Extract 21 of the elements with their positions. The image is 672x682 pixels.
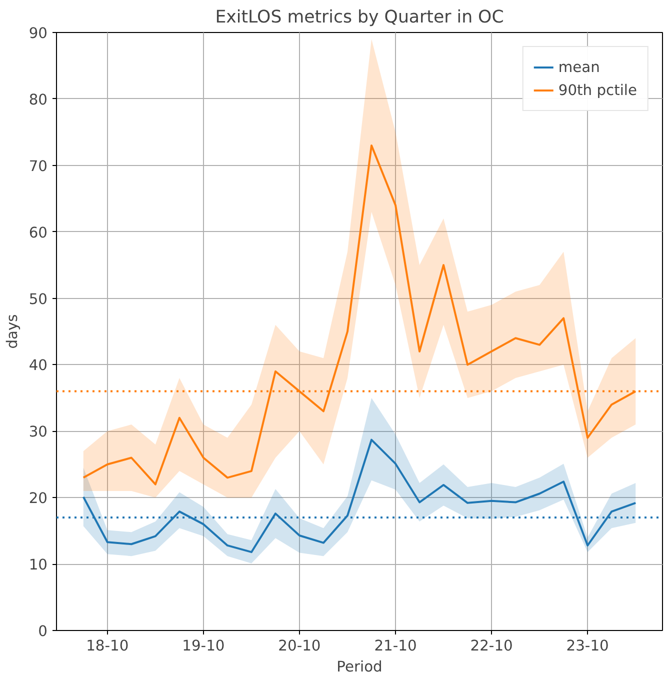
- x-tick-label: 22-10: [470, 638, 513, 654]
- y-tick-label: 90: [28, 25, 48, 42]
- legend-label: 90th pctile: [558, 82, 637, 98]
- x-tick-label: 20-10: [278, 638, 321, 654]
- y-tick-label: 70: [28, 158, 48, 175]
- y-tick-label: 80: [28, 91, 48, 108]
- y-axis-title: days: [4, 314, 21, 349]
- y-tick-label: 20: [28, 490, 48, 508]
- y-tick-label: 10: [28, 556, 48, 574]
- y-tick-label: 30: [28, 424, 48, 441]
- y-tick-label: 60: [28, 224, 48, 242]
- legend-label: mean: [558, 58, 600, 76]
- y-tick-label: 50: [28, 290, 48, 308]
- x-tick-label: 18-10: [86, 638, 129, 654]
- x-tick-label: 21-10: [374, 638, 417, 654]
- x-tick-label: 23-10: [566, 638, 609, 654]
- x-axis-title: Period: [336, 658, 382, 676]
- x-tick-label: 19-10: [182, 638, 225, 654]
- y-tick-label: 0: [38, 623, 48, 640]
- y-tick-label: 40: [28, 357, 48, 374]
- chart-title: ExitLOS metrics by Quarter in OC: [215, 8, 504, 28]
